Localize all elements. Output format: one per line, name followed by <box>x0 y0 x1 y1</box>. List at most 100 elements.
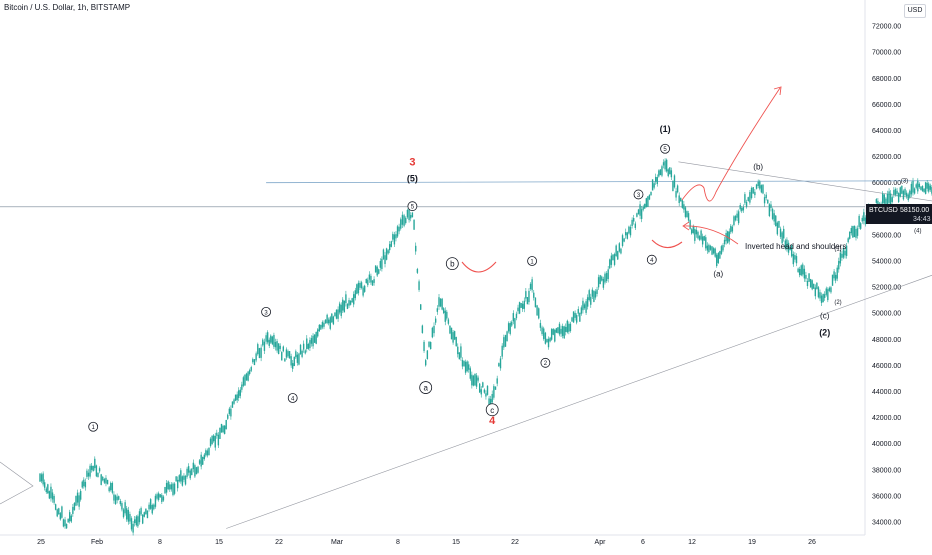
candle-body <box>119 500 122 505</box>
candle-body <box>709 245 712 250</box>
candle-body <box>365 279 367 284</box>
candle-body <box>381 258 383 270</box>
candle-body <box>151 505 153 514</box>
candle-body <box>673 175 676 188</box>
candle-body <box>433 325 435 334</box>
candle-body <box>393 234 396 245</box>
candle-body <box>841 253 843 258</box>
candle-body <box>276 341 278 351</box>
candle-body <box>745 201 748 207</box>
candle-body <box>665 159 668 172</box>
candle-body <box>48 491 51 499</box>
candle-body <box>750 187 753 199</box>
candle-body <box>354 290 356 299</box>
y-tick-label: 56000.00 <box>872 232 901 239</box>
candle-body <box>744 194 746 203</box>
candle-body <box>485 393 487 397</box>
candle-body <box>580 307 583 314</box>
candle-body <box>889 193 892 205</box>
candle-body <box>825 288 827 295</box>
candle-body <box>255 353 257 361</box>
candle-body <box>310 338 313 344</box>
candle-body <box>842 247 845 258</box>
y-tick-label: 42000.00 <box>872 415 901 422</box>
candle-body <box>111 482 114 493</box>
candle-body <box>770 204 772 208</box>
x-tick-label: Apr <box>595 539 607 546</box>
candle-body <box>374 265 377 273</box>
wave-label-text: (3) <box>901 179 908 185</box>
candle-body <box>853 225 856 238</box>
candle-body <box>610 255 613 265</box>
y-tick-label: 38000.00 <box>872 467 901 474</box>
candle-body <box>73 502 76 510</box>
candle-body <box>523 300 525 309</box>
candle-body <box>108 487 110 492</box>
candle-body <box>703 236 705 241</box>
candle-body <box>855 228 857 238</box>
candle-body <box>569 323 572 331</box>
wave-label-text: 4 <box>291 396 295 402</box>
wave-label-text: 3 <box>264 310 268 316</box>
candle-body <box>763 197 766 204</box>
y-tick-label: 70000.00 <box>872 50 901 57</box>
candle-body <box>541 327 543 335</box>
candle-body <box>565 326 567 332</box>
candle-body <box>257 344 259 355</box>
candle-body <box>698 236 701 240</box>
candle-body <box>681 200 684 208</box>
candle-body <box>421 325 424 333</box>
candle-body <box>89 465 91 477</box>
candle-body <box>863 212 865 221</box>
wave-label-text: (5) <box>407 173 418 183</box>
candle-body <box>346 303 349 309</box>
candle-body <box>106 479 109 485</box>
candle-body <box>186 468 188 477</box>
candle-body <box>70 515 72 522</box>
candle-body <box>575 315 578 323</box>
candle-body <box>809 279 812 288</box>
candle-body <box>498 363 500 367</box>
candle-body <box>482 382 484 388</box>
candle-body <box>534 297 537 308</box>
last-price-tag: BTCUSD 58150.00 34:43 <box>866 204 932 224</box>
candle-body <box>234 394 237 401</box>
candle-body <box>180 470 182 482</box>
currency-button[interactable]: USD <box>904 4 926 18</box>
candle-body <box>170 484 173 490</box>
candle-body <box>61 506 63 518</box>
candle-body <box>845 245 848 256</box>
candle-body <box>140 508 142 515</box>
candle-body <box>45 488 47 493</box>
candle-body <box>547 338 550 348</box>
candle-body <box>902 190 905 200</box>
candle-body <box>416 268 419 273</box>
candle-body <box>312 335 314 347</box>
candle-body <box>148 504 150 510</box>
candle-body <box>572 311 575 323</box>
y-tick-label: 34000.00 <box>872 520 901 527</box>
candle-body <box>518 302 521 314</box>
candle-body <box>625 232 627 236</box>
candle-body <box>444 310 446 322</box>
candle-body <box>602 278 605 288</box>
candle-body <box>268 339 270 346</box>
candle-body <box>389 244 391 251</box>
candle-body <box>335 309 338 319</box>
candle-body <box>100 474 102 485</box>
candle-body <box>183 475 185 480</box>
candle-body <box>102 476 104 481</box>
candle-body <box>429 342 432 350</box>
candle-body <box>509 322 511 334</box>
candle-body <box>631 219 633 226</box>
candle-body <box>661 166 663 176</box>
candle-body <box>517 307 519 312</box>
candle-body <box>849 231 851 239</box>
wave-label-text: c <box>490 406 494 415</box>
candle-body <box>239 389 241 396</box>
candle-body <box>651 179 654 191</box>
candle-body <box>114 495 117 505</box>
candle-body <box>172 483 174 496</box>
candle-body <box>58 508 60 515</box>
